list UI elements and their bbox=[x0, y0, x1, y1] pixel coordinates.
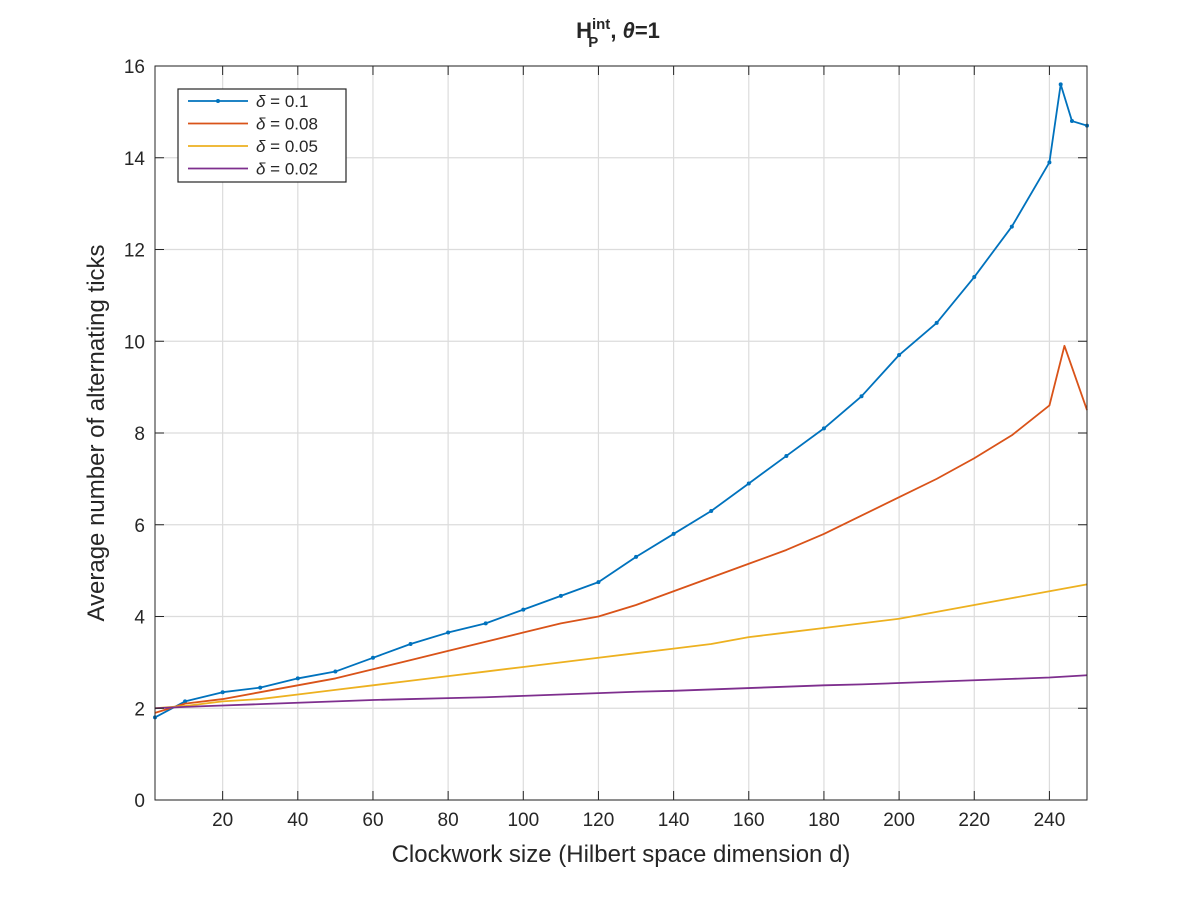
legend-box bbox=[177, 88, 347, 183]
data-point bbox=[784, 453, 789, 458]
data-point bbox=[897, 353, 902, 358]
series-layer bbox=[153, 82, 1089, 720]
data-point bbox=[596, 580, 601, 585]
x-tick-label: 80 bbox=[438, 810, 459, 831]
data-point bbox=[333, 669, 338, 674]
grid-lines bbox=[155, 65, 1087, 801]
legend-marker bbox=[216, 99, 220, 103]
legend-label: δ = 0.02 bbox=[256, 160, 318, 179]
series-4 bbox=[154, 674, 1088, 710]
data-point bbox=[183, 699, 188, 704]
data-point bbox=[1069, 119, 1074, 124]
series-line bbox=[154, 83, 1088, 719]
x-tick-label: 240 bbox=[1034, 810, 1066, 831]
x-tick-label: 60 bbox=[362, 810, 383, 831]
data-point bbox=[634, 554, 639, 559]
data-point bbox=[671, 531, 676, 536]
x-tick-label: 140 bbox=[658, 810, 690, 831]
data-point bbox=[709, 508, 714, 513]
data-point bbox=[1047, 160, 1052, 165]
y-tick-label: 4 bbox=[134, 608, 145, 629]
legend: δ = 0.1δ = 0.08δ = 0.05δ = 0.02 bbox=[177, 88, 347, 183]
y-axis-label: Average number of alternating ticks bbox=[83, 244, 110, 621]
legend-item: δ = 0.05 bbox=[188, 137, 318, 156]
y-tick-label: 12 bbox=[124, 241, 145, 262]
data-point bbox=[258, 685, 263, 690]
legend-item: δ = 0.02 bbox=[188, 160, 318, 179]
x-tick-label: 200 bbox=[883, 810, 915, 831]
x-tick-label: 220 bbox=[958, 810, 990, 831]
legend-item: δ = 0.08 bbox=[188, 115, 318, 134]
x-tick-label: 180 bbox=[808, 810, 840, 831]
legend-label: δ = 0.1 bbox=[256, 92, 308, 111]
legend-value: = 0.02 bbox=[265, 160, 317, 179]
y-tick-label: 16 bbox=[124, 57, 145, 78]
data-point bbox=[746, 481, 751, 486]
legend-value: = 0.05 bbox=[265, 137, 317, 156]
x-axis-label: Clockwork size (Hilbert space dimension … bbox=[392, 841, 851, 868]
data-point bbox=[859, 394, 864, 399]
y-tick-label: 2 bbox=[134, 699, 145, 720]
data-point bbox=[220, 690, 225, 695]
data-point bbox=[1058, 82, 1063, 87]
series-3 bbox=[154, 583, 1088, 710]
legend-delta-symbol: δ bbox=[256, 92, 266, 111]
title-subscript: P bbox=[588, 34, 598, 51]
data-point bbox=[370, 655, 375, 660]
series-line bbox=[154, 583, 1088, 710]
x-tick-label: 40 bbox=[287, 810, 308, 831]
series-2 bbox=[154, 344, 1088, 714]
data-point bbox=[972, 275, 977, 280]
series-1 bbox=[153, 82, 1089, 720]
y-tick-label: 6 bbox=[134, 516, 145, 537]
legend-value: = 0.08 bbox=[265, 115, 317, 134]
legend-label: δ = 0.05 bbox=[256, 137, 318, 156]
data-point bbox=[521, 607, 526, 612]
y-tick-label: 10 bbox=[124, 332, 145, 353]
y-tick-label: 14 bbox=[124, 149, 146, 170]
series-line bbox=[154, 344, 1088, 714]
chart-title: Hint P, θ=1 bbox=[576, 16, 660, 51]
title-theta: θ bbox=[623, 18, 635, 43]
y-tick-label: 0 bbox=[134, 791, 145, 812]
title-main: H bbox=[576, 18, 592, 43]
legend-delta-symbol: δ bbox=[256, 160, 266, 179]
legend-delta-symbol: δ bbox=[256, 137, 266, 156]
legend-delta-symbol: δ bbox=[256, 115, 266, 134]
x-tick-label: 120 bbox=[583, 810, 615, 831]
data-point bbox=[295, 676, 300, 681]
legend-value: = 0.1 bbox=[265, 92, 308, 111]
data-point bbox=[821, 426, 826, 431]
data-point bbox=[1009, 224, 1014, 229]
data-point bbox=[446, 630, 451, 635]
x-tick-label: 100 bbox=[507, 810, 539, 831]
series-line bbox=[154, 674, 1088, 710]
title-superscript: int bbox=[592, 16, 610, 33]
x-tick-label: 160 bbox=[733, 810, 765, 831]
title-rest: =1 bbox=[635, 18, 660, 43]
axis-ticks: 20 40 60 80 100 120 140 160 180 200 220 240 0 2 4 6 8 10 1… bbox=[124, 57, 1087, 831]
x-tick-label: 20 bbox=[212, 810, 233, 831]
legend-item: δ = 0.1 bbox=[188, 92, 308, 111]
data-point bbox=[558, 593, 563, 598]
y-tick-label: 8 bbox=[134, 424, 145, 445]
data-point bbox=[408, 642, 413, 647]
title-separator: , bbox=[610, 18, 622, 43]
data-point bbox=[483, 621, 488, 626]
legend-label: δ = 0.08 bbox=[256, 115, 318, 134]
data-point bbox=[934, 320, 939, 325]
